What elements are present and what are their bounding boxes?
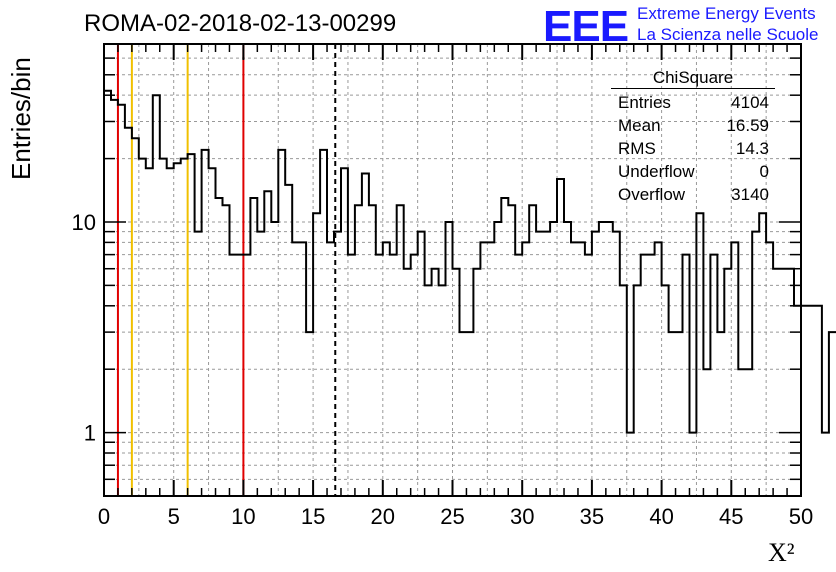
- y-tick-label: 1: [84, 421, 96, 446]
- stats-label: Mean: [618, 116, 661, 135]
- stats-label: Entries: [618, 93, 671, 112]
- x-tick-label: 5: [168, 504, 180, 529]
- x-tick-label: 35: [580, 504, 604, 529]
- chart-title: ROMA-02-2018-02-13-00299: [84, 10, 397, 37]
- stats-row: Mean 16.59: [611, 114, 775, 137]
- stats-title: ChiSquare: [611, 68, 775, 89]
- logo-line-1: Extreme Energy Events: [637, 4, 816, 23]
- stats-value: 16.59: [726, 116, 769, 135]
- stats-label: Overflow: [618, 185, 686, 204]
- x-tick-label: 40: [649, 504, 673, 529]
- x-tick-label: 0: [98, 504, 110, 529]
- x-tick-label: 25: [440, 504, 464, 529]
- x-tick-label: 20: [371, 504, 395, 529]
- x-tick-label: 30: [510, 504, 534, 529]
- stats-row: Entries 4104: [611, 91, 775, 114]
- threshold-lines: [116, 44, 337, 496]
- axis-ticks: 0 5 10 15 20 25 30 35 40 45 50 1 10: [72, 44, 813, 529]
- logo-line-2: La Scienza nelle Scuole: [637, 25, 819, 44]
- histogram: [104, 89, 836, 434]
- stats-row: Underflow 0: [611, 160, 775, 183]
- stats-box: ChiSquare Entries 4104 Mean 16.59 RMS 14.3 …: [611, 68, 775, 206]
- y-tick-label: 10: [72, 210, 96, 235]
- stats-value: 3140: [731, 185, 769, 204]
- x-tick-label: 15: [301, 504, 325, 529]
- x-axis-label: X²: [768, 538, 795, 567]
- stats-row: RMS 14.3: [611, 137, 775, 160]
- eee-logo: EEE: [543, 2, 629, 51]
- stats-label: RMS: [618, 139, 656, 158]
- stats-value: 0: [759, 162, 769, 181]
- stats-value: 14.3: [735, 139, 769, 158]
- x-tick-label: 45: [719, 504, 743, 529]
- y-axis-label: Entries/bin: [6, 57, 36, 180]
- stats-row: Overflow 3140: [611, 183, 775, 206]
- stats-value: 4104: [731, 93, 769, 112]
- histogram-steps: [104, 89, 836, 434]
- x-tick-label: 50: [789, 504, 813, 529]
- x-tick-label: 10: [231, 504, 255, 529]
- stats-label: Underflow: [618, 162, 695, 181]
